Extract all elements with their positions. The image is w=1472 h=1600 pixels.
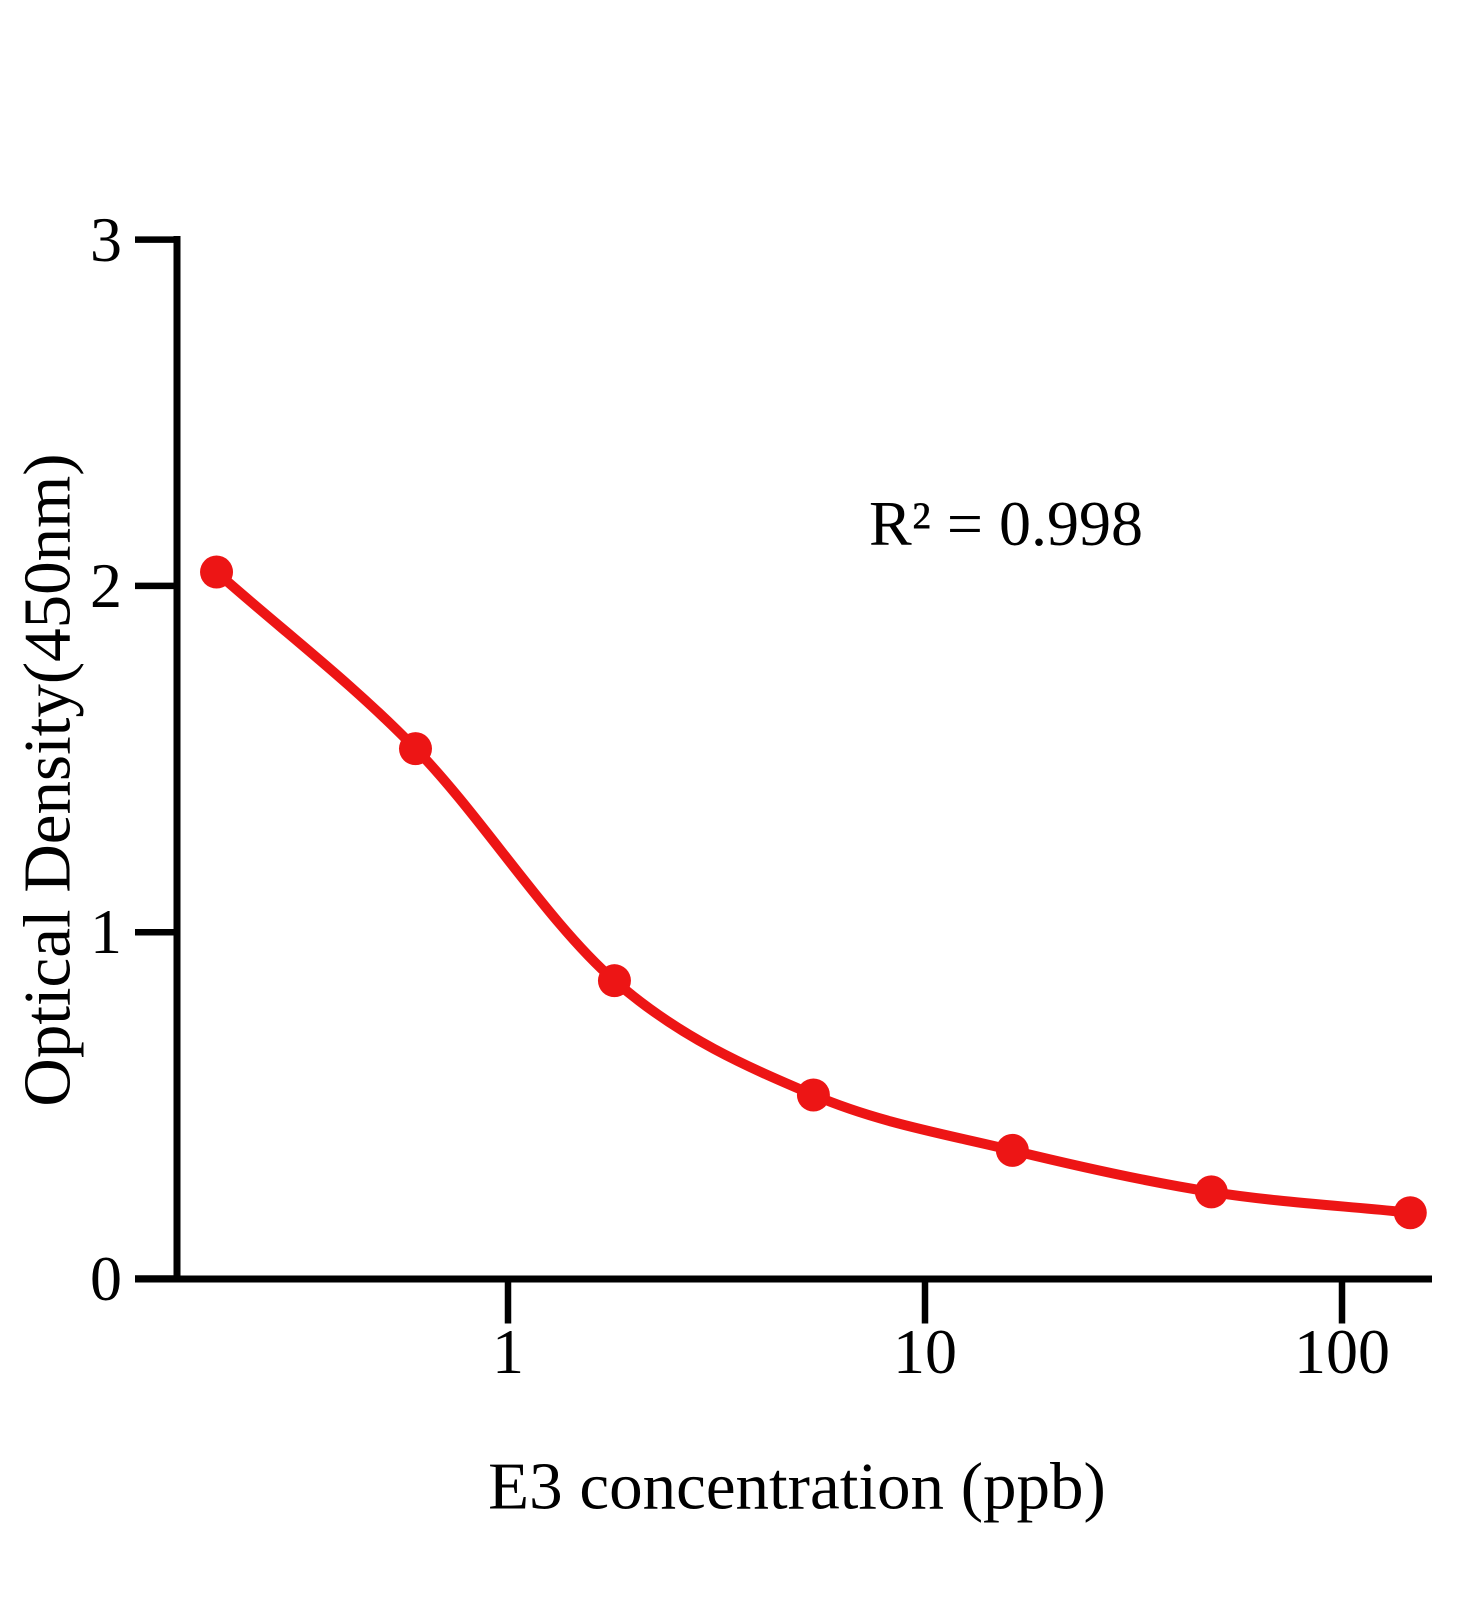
x-tick-label-10: 10	[893, 1316, 957, 1387]
y-tick-label-0: 0	[90, 1242, 122, 1314]
y-tick-label-1: 1	[90, 896, 122, 968]
x-axis-title: E3 concentration (ppb)	[488, 1449, 1106, 1524]
fitted-curve	[211, 567, 1416, 1218]
data-point-marker-5	[995, 1133, 1029, 1167]
data-point-marker-2	[398, 732, 432, 766]
data-point-marker-1	[200, 555, 234, 589]
y-tick-label-3: 3	[90, 203, 122, 275]
x-tick-label-100: 100	[1294, 1316, 1390, 1387]
y-tick-label-2: 2	[90, 549, 122, 621]
data-point-marker-4	[796, 1078, 830, 1112]
data-point-marker-6	[1194, 1175, 1228, 1209]
data-point-marker-3	[597, 964, 631, 998]
x-tick-label-1: 1	[492, 1316, 524, 1387]
data-point-marker-7	[1393, 1196, 1427, 1230]
y-axis-title: Optical Density(450nm)	[10, 453, 85, 1107]
r-squared-annotation: R² = 0.998	[869, 488, 1143, 559]
